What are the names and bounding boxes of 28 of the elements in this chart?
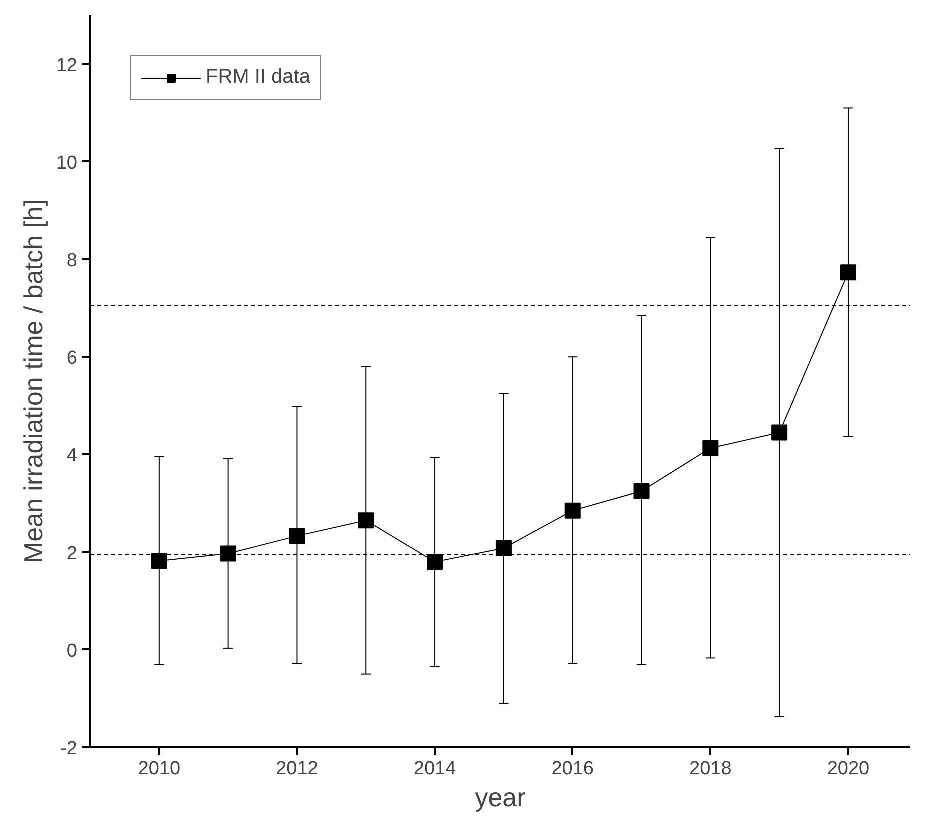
y-tick-label: 6 xyxy=(66,348,78,370)
y-axis-title: Mean irradiation time / batch [h] xyxy=(18,199,48,564)
point xyxy=(840,264,856,281)
x-axis-title: year xyxy=(475,782,526,812)
legend-label: FRM II data xyxy=(206,66,310,89)
point xyxy=(151,553,168,570)
point xyxy=(564,502,581,519)
x-tick-label: 2018 xyxy=(690,758,732,780)
y-tick-label: 4 xyxy=(66,446,78,467)
point xyxy=(220,546,236,562)
point xyxy=(634,483,650,500)
point xyxy=(496,540,512,556)
x-tick-label: 2020 xyxy=(827,758,870,780)
y-tick-label: 8 xyxy=(66,250,78,272)
x-tick-label: 2014 xyxy=(414,758,457,780)
x-tick-label: 2016 xyxy=(552,758,594,780)
x-tick-label: 2010 xyxy=(138,758,181,780)
point xyxy=(358,512,374,529)
y-tick-label: 10 xyxy=(56,152,78,174)
point xyxy=(289,528,306,544)
y-tick-label: 2 xyxy=(66,543,78,564)
point xyxy=(427,554,444,570)
point xyxy=(772,424,788,441)
y-tick-label: 0 xyxy=(66,640,78,662)
point xyxy=(702,440,719,456)
y-tick-label: -2 xyxy=(60,738,78,760)
x-tick-label: 2012 xyxy=(276,758,318,780)
y-tick-label: 12 xyxy=(56,55,78,76)
